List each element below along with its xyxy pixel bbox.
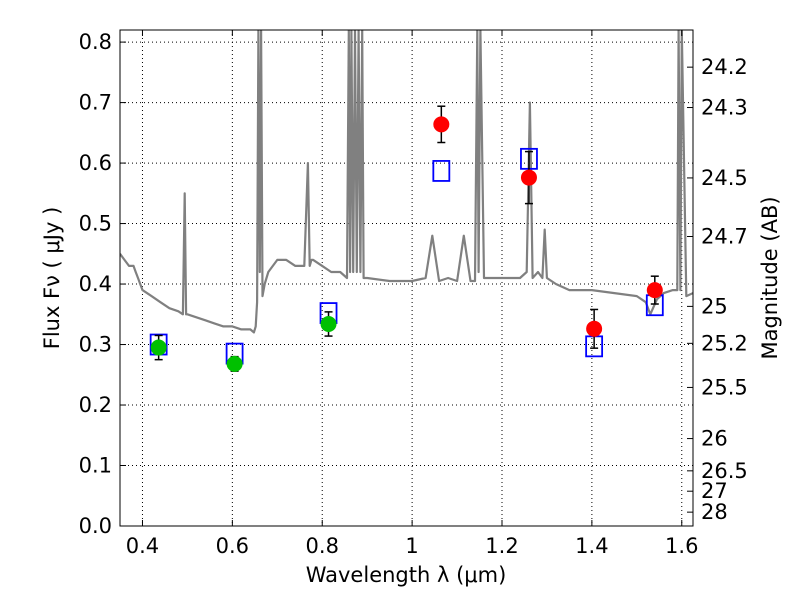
photometry-point (150, 339, 167, 356)
mag-tick-label: 26 (701, 427, 728, 451)
y-tick-label: 0.0 (79, 514, 112, 538)
x-tick-label: 1 (405, 534, 418, 558)
mag-tick-label: 24.5 (701, 166, 748, 190)
right-axis-title: Magnitude (AB) (758, 196, 782, 359)
y-axis-title: Flux Fν ( μJy ) (40, 207, 64, 350)
y-tick-label: 0.4 (79, 272, 112, 296)
mag-tick-label: 25 (701, 294, 728, 318)
x-tick-label: 1.4 (575, 534, 608, 558)
photometry-point (646, 282, 663, 299)
mag-tick-label: 24.3 (701, 96, 748, 120)
mag-tick-label: 24.7 (701, 224, 748, 248)
x-tick-label: 0.8 (306, 534, 339, 558)
x-tick-label: 0.4 (126, 534, 159, 558)
plot-frame (119, 29, 694, 527)
mag-tick-label: 26.5 (701, 459, 748, 483)
y-tick-label: 0.3 (79, 333, 112, 357)
y-tick-label: 0.6 (79, 151, 112, 175)
mag-tick-label: 28 (701, 500, 728, 524)
photometry-point (433, 116, 450, 133)
x-tick-label: 1.6 (665, 534, 698, 558)
points-layer (149, 105, 664, 372)
model-square-marker (432, 160, 451, 182)
x-axis-title: Wavelength λ (μm) (306, 563, 507, 587)
photometry-point (226, 355, 243, 372)
spectrum-layer (120, 30, 693, 334)
x-tick-label: 0.6 (216, 534, 249, 558)
photometry-point (520, 169, 537, 186)
y-tick-label: 0.5 (79, 212, 112, 236)
mag-tick-label: 25.2 (701, 331, 748, 355)
mag-tick-label: 24.2 (701, 55, 748, 79)
spectrum-line (120, 30, 693, 334)
y-tick-label: 0.1 (79, 454, 112, 478)
photometry-point (586, 320, 603, 337)
photometry-point (320, 315, 337, 332)
y-tick-label: 0.8 (79, 30, 112, 54)
y-tick-label: 0.2 (79, 393, 112, 417)
mag-tick-label: 27 (701, 479, 728, 503)
ticks-layer: 0.4 0.6 0.8 1 1.2 1.4 1.6 0.0 0.1 0.2 0.3 0.4 0.5 0.6… (79, 30, 748, 558)
mag-tick-label: 25.5 (701, 375, 748, 399)
y-tick-label: 0.7 (79, 91, 112, 115)
x-tick-label: 1.2 (485, 534, 518, 558)
